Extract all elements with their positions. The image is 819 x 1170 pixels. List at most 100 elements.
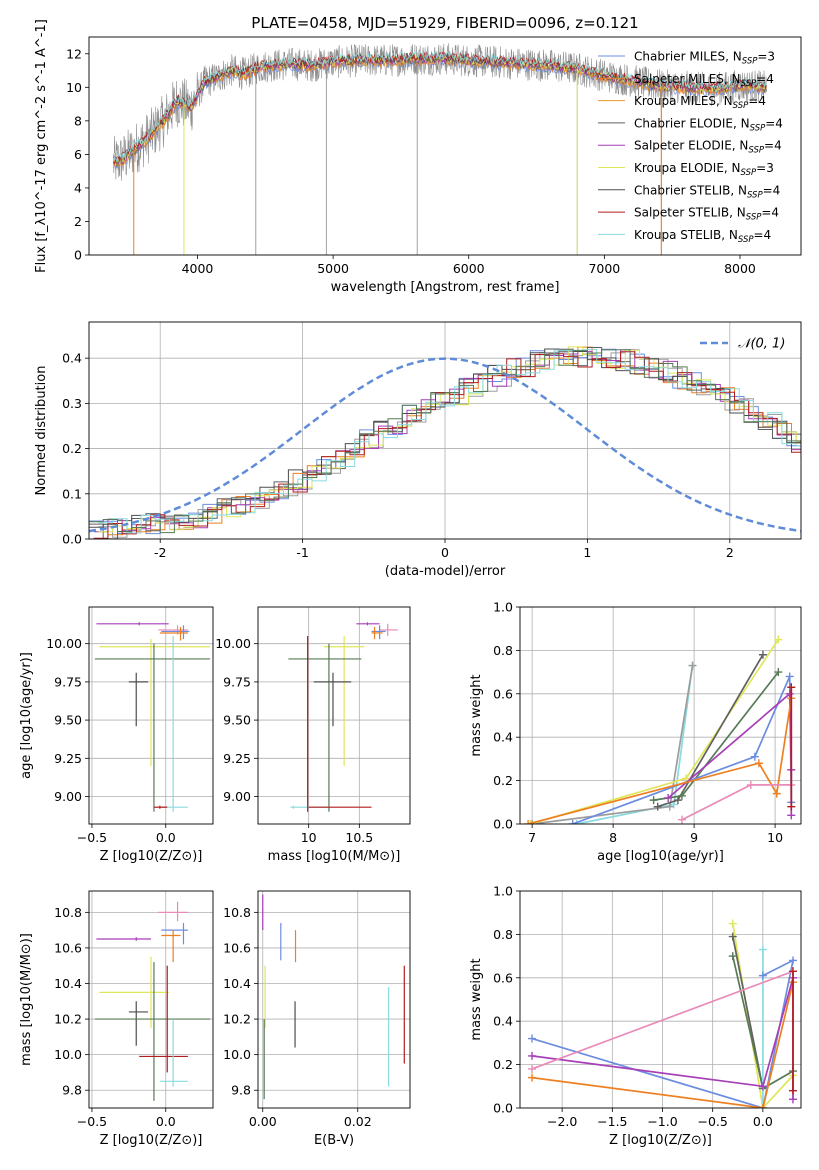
weight-point-marker xyxy=(774,668,783,677)
x-tick-label: 0.02 xyxy=(344,1114,372,1129)
spectrum-data-line xyxy=(113,43,767,181)
x-tick-label: 7000 xyxy=(588,261,620,276)
weight-point-marker xyxy=(746,780,755,789)
weight-point-marker xyxy=(528,1064,537,1073)
y-tick-label: 0.1 xyxy=(62,486,82,501)
y-tick-label: 9.75 xyxy=(223,674,251,689)
weight-point-marker xyxy=(788,1086,797,1095)
y-tick-label: 10.0 xyxy=(223,1047,251,1062)
legend-label: 𝒩(0, 1) xyxy=(738,337,785,352)
y-axis-label: Normed distribution xyxy=(34,366,49,496)
y-axis-label: mass weight xyxy=(469,958,484,1040)
y-tick-label: 0.0 xyxy=(493,817,513,832)
x-tick-label: −0.5 xyxy=(77,830,107,845)
panel-spectrum: 4000 5000 6000 7000 8000 0 2 4 6 8 10 12 wavelength … xyxy=(34,19,802,295)
axes-frame xyxy=(88,36,802,256)
y-tick-label: 9.00 xyxy=(223,789,251,804)
x-tick-label: 2 xyxy=(726,545,734,560)
panel-weight_vs_age: 7 8 9 10 0.0 0.2 0.4 0.6 0.8 1.0 age [log10(age/yr… xyxy=(469,600,802,864)
y-tick-label: 6 xyxy=(74,147,82,162)
y-tick-label: 9.8 xyxy=(231,1083,251,1098)
x-axis-label: mass [log10(M/M⊙)] xyxy=(268,849,401,864)
legend-label: Kroupa ELODIE, NSSP=3 xyxy=(634,161,774,178)
y-tick-label: 0 xyxy=(74,248,82,263)
x-tick-label: -2 xyxy=(154,545,166,560)
weight-point-marker xyxy=(568,820,577,824)
y-tick-label: 10.0 xyxy=(54,1047,82,1062)
weight-series-line xyxy=(531,970,794,1070)
weight-point-marker xyxy=(528,1034,537,1043)
y-tick-label: 9.8 xyxy=(62,1083,82,1098)
y-tick-label: 10.00 xyxy=(46,636,82,651)
spectrum-model-line xyxy=(113,50,767,162)
legend-label: Chabrier STELIB, NSSP=4 xyxy=(634,183,780,200)
y-axis-label: mass weight xyxy=(469,674,484,756)
x-axis-label: wavelength [Angstrom, rest frame] xyxy=(331,280,560,295)
weight-point-marker xyxy=(649,796,658,805)
weight-point-marker xyxy=(758,650,767,659)
y-tick-label: 0.2 xyxy=(493,773,513,788)
x-tick-label: 0.00 xyxy=(249,1114,277,1129)
weight-point-marker xyxy=(528,1073,537,1082)
panel-age_vs_mass: 10 10.5 9.00 9.25 9.50 9.75 10.00 mass [log10(M… xyxy=(215,606,411,864)
weight-point-marker xyxy=(774,635,783,644)
y-tick-label: 10.00 xyxy=(215,636,251,651)
y-tick-label: 0.6 xyxy=(493,970,513,985)
plot-area-age_vs_Z xyxy=(89,607,213,824)
y-tick-label: 9.50 xyxy=(54,713,82,728)
weight-point-marker xyxy=(787,811,796,820)
x-tick-label: −0.5 xyxy=(698,1114,728,1129)
weight-point-marker xyxy=(758,945,767,954)
x-tick-label: 10 xyxy=(301,830,317,845)
axes-frame xyxy=(88,606,214,825)
y-tick-label: 4 xyxy=(74,180,82,195)
weight-point-marker xyxy=(526,820,535,824)
x-tick-label: −0.5 xyxy=(77,1114,107,1129)
weight-point-marker xyxy=(758,1082,767,1091)
weight-point-marker xyxy=(664,793,673,802)
weight-point-marker xyxy=(688,661,697,670)
weight-point-marker xyxy=(665,802,674,811)
legend-label: Salpeter STELIB, NSSP=4 xyxy=(634,206,779,223)
axes-frame xyxy=(519,890,802,1109)
panel-mass_vs_Z: −0.5 0.0 9.8 10.0 10.2 10.4 10.6 10.8 Z [log10(Z… xyxy=(19,890,214,1148)
weight-point-marker xyxy=(785,672,794,681)
weight-point-marker xyxy=(728,952,737,961)
plot-area-age_vs_mass xyxy=(258,607,410,824)
y-tick-label: 0.0 xyxy=(493,1101,513,1116)
x-tick-label: 10 xyxy=(767,830,783,845)
x-tick-label: 0.0 xyxy=(156,830,176,845)
spectrum-legend: Chabrier MILES, NSSP=3 Salpeter MILES, NS… xyxy=(598,50,783,245)
weight-point-marker xyxy=(772,789,781,798)
y-tick-label: 10.4 xyxy=(54,976,82,991)
y-tick-label: 10.4 xyxy=(223,976,251,991)
y-tick-label: 9.00 xyxy=(54,789,82,804)
y-tick-label: 0.3 xyxy=(62,396,82,411)
weight-point-marker xyxy=(750,752,759,761)
y-tick-label: 2 xyxy=(74,214,82,229)
panel-age_vs_Z: −0.5 0.0 9.00 9.25 9.50 9.75 10.00 Z [log10(Z/Z… xyxy=(19,606,214,864)
y-tick-label: 0.2 xyxy=(62,441,82,456)
legend-label: Chabrier ELODIE, NSSP=4 xyxy=(634,116,783,133)
plot-area-residuals xyxy=(89,322,801,539)
weight-series-line xyxy=(531,981,794,1108)
x-tick-label: 0.0 xyxy=(753,1114,773,1129)
y-tick-label: 0.8 xyxy=(493,643,513,658)
plot-area-weight_vs_age xyxy=(520,607,801,824)
weight-point-marker xyxy=(758,1104,767,1108)
weight-point-marker xyxy=(788,1095,797,1104)
weight-point-marker xyxy=(728,919,737,928)
y-tick-label: 1.0 xyxy=(493,884,513,899)
y-tick-label: 0.4 xyxy=(493,730,513,745)
y-tick-label: 0.0 xyxy=(62,532,82,547)
x-axis-label: (data-model)/error xyxy=(385,564,506,579)
weight-point-marker xyxy=(677,815,686,824)
weight-point-marker xyxy=(785,689,794,698)
weight-point-marker xyxy=(528,1051,537,1060)
y-tick-label: 12 xyxy=(66,46,82,61)
weight-point-marker xyxy=(788,956,797,965)
x-tick-label: 5000 xyxy=(317,261,349,276)
x-tick-label: 10.5 xyxy=(345,830,373,845)
weight-point-marker xyxy=(673,796,682,805)
